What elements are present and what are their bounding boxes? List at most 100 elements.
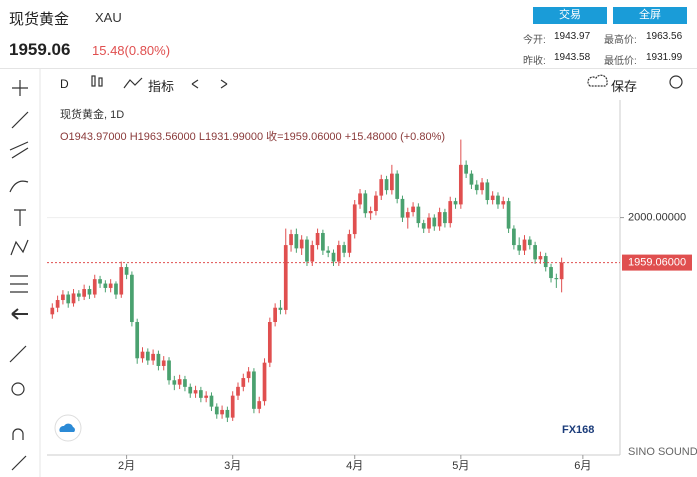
candle-body [161, 360, 166, 366]
candle-body [315, 232, 320, 246]
candle-body [289, 234, 293, 246]
ohlc-summary: O1943.97000 H1963.56000 L1931.99000 收=19… [60, 129, 445, 143]
candle-body [549, 267, 553, 279]
candle-body [87, 289, 92, 295]
candle-body [299, 239, 304, 249]
candle-body [267, 322, 272, 363]
candle-body [66, 294, 71, 304]
candle-body [321, 232, 325, 251]
candle-body [283, 245, 288, 310]
candle-body [252, 371, 256, 409]
x-tick-label: 2月 [118, 460, 135, 472]
candle-body [50, 307, 55, 315]
toolbar-icons [9, 74, 683, 471]
candle-body [151, 353, 155, 361]
stat-value: 1963.56 [646, 31, 683, 42]
candle-body [395, 173, 400, 199]
candle-body [76, 293, 81, 297]
candle-body [209, 395, 214, 407]
candle-body [220, 409, 224, 415]
candle-body [294, 234, 299, 249]
candle-body [432, 217, 437, 227]
candle-body [61, 294, 65, 301]
interval-button[interactable]: D [60, 77, 69, 91]
candle-body [485, 182, 490, 201]
candle-body [458, 164, 463, 205]
candle-body [427, 217, 431, 229]
indicators-button[interactable]: 指标 [148, 79, 175, 94]
candle-body [193, 390, 198, 394]
last-price-box [622, 254, 692, 271]
candle-body [124, 267, 129, 275]
candle-body [543, 256, 548, 268]
candle-body [310, 245, 315, 262]
y-tick-label: 2000.00000 [628, 212, 686, 224]
candle-body [236, 386, 240, 396]
candle-body [411, 206, 415, 213]
chart-title: 现货黄金, 1D [60, 107, 124, 121]
candle-body [156, 353, 161, 366]
candle-body [443, 212, 447, 224]
candle-body [490, 195, 495, 201]
candle-body [188, 386, 193, 394]
candle-body [559, 262, 564, 280]
trade-button[interactable]: 交易 [533, 7, 607, 24]
last-price-label: 1959.06000 [628, 257, 686, 269]
candle-body [379, 179, 384, 196]
candle-body [278, 307, 283, 310]
candle-body [374, 195, 378, 212]
candle-body [114, 283, 118, 295]
candle-body [469, 173, 474, 185]
candle-body [368, 211, 373, 214]
candle-body [437, 212, 442, 227]
candle-body [305, 239, 309, 262]
candle-body [347, 234, 352, 253]
candle-body [533, 245, 537, 260]
candle-body [342, 245, 346, 253]
candle-body [480, 182, 484, 191]
stat-label: 最低价: [604, 56, 637, 67]
candle-body [517, 245, 522, 251]
candle-body [527, 239, 532, 246]
candle-body [82, 289, 86, 297]
candle-body [326, 250, 331, 253]
candle-body [538, 256, 543, 260]
candle-body [135, 322, 140, 359]
save-button[interactable]: 保存 [611, 79, 638, 94]
candle-body [464, 164, 468, 174]
candle-body [177, 379, 182, 385]
candle-body [199, 390, 203, 398]
candle-body [363, 193, 368, 214]
fullscreen-button[interactable]: 全屏 [613, 7, 687, 24]
candle-body [448, 201, 453, 224]
candle-body [554, 278, 559, 280]
candle-body [145, 351, 150, 361]
candle-body [119, 267, 124, 295]
candle-body [230, 395, 235, 418]
candle-body [262, 362, 267, 402]
candle-body [331, 252, 336, 262]
candle-body [512, 228, 516, 246]
candle-body [416, 206, 421, 224]
candle-body [496, 195, 500, 205]
instrument-code: XAU [95, 10, 122, 25]
candle-body [167, 360, 171, 381]
candle-body [506, 201, 511, 229]
candle-body [172, 380, 177, 385]
stat-value: 1943.58 [554, 52, 591, 63]
candle-body [92, 279, 97, 295]
candle-body [241, 378, 246, 387]
stat-label: 昨收: [523, 56, 546, 67]
candle-body [183, 379, 187, 387]
candle-body [522, 239, 527, 251]
candle-body [358, 193, 362, 205]
candle-body [98, 279, 102, 284]
candle-body [257, 401, 262, 409]
candle-body [390, 173, 394, 191]
candle-body [214, 406, 219, 415]
watermark-logo: FX168 [562, 424, 594, 436]
candle-body [246, 371, 251, 379]
candle-body [474, 184, 479, 191]
